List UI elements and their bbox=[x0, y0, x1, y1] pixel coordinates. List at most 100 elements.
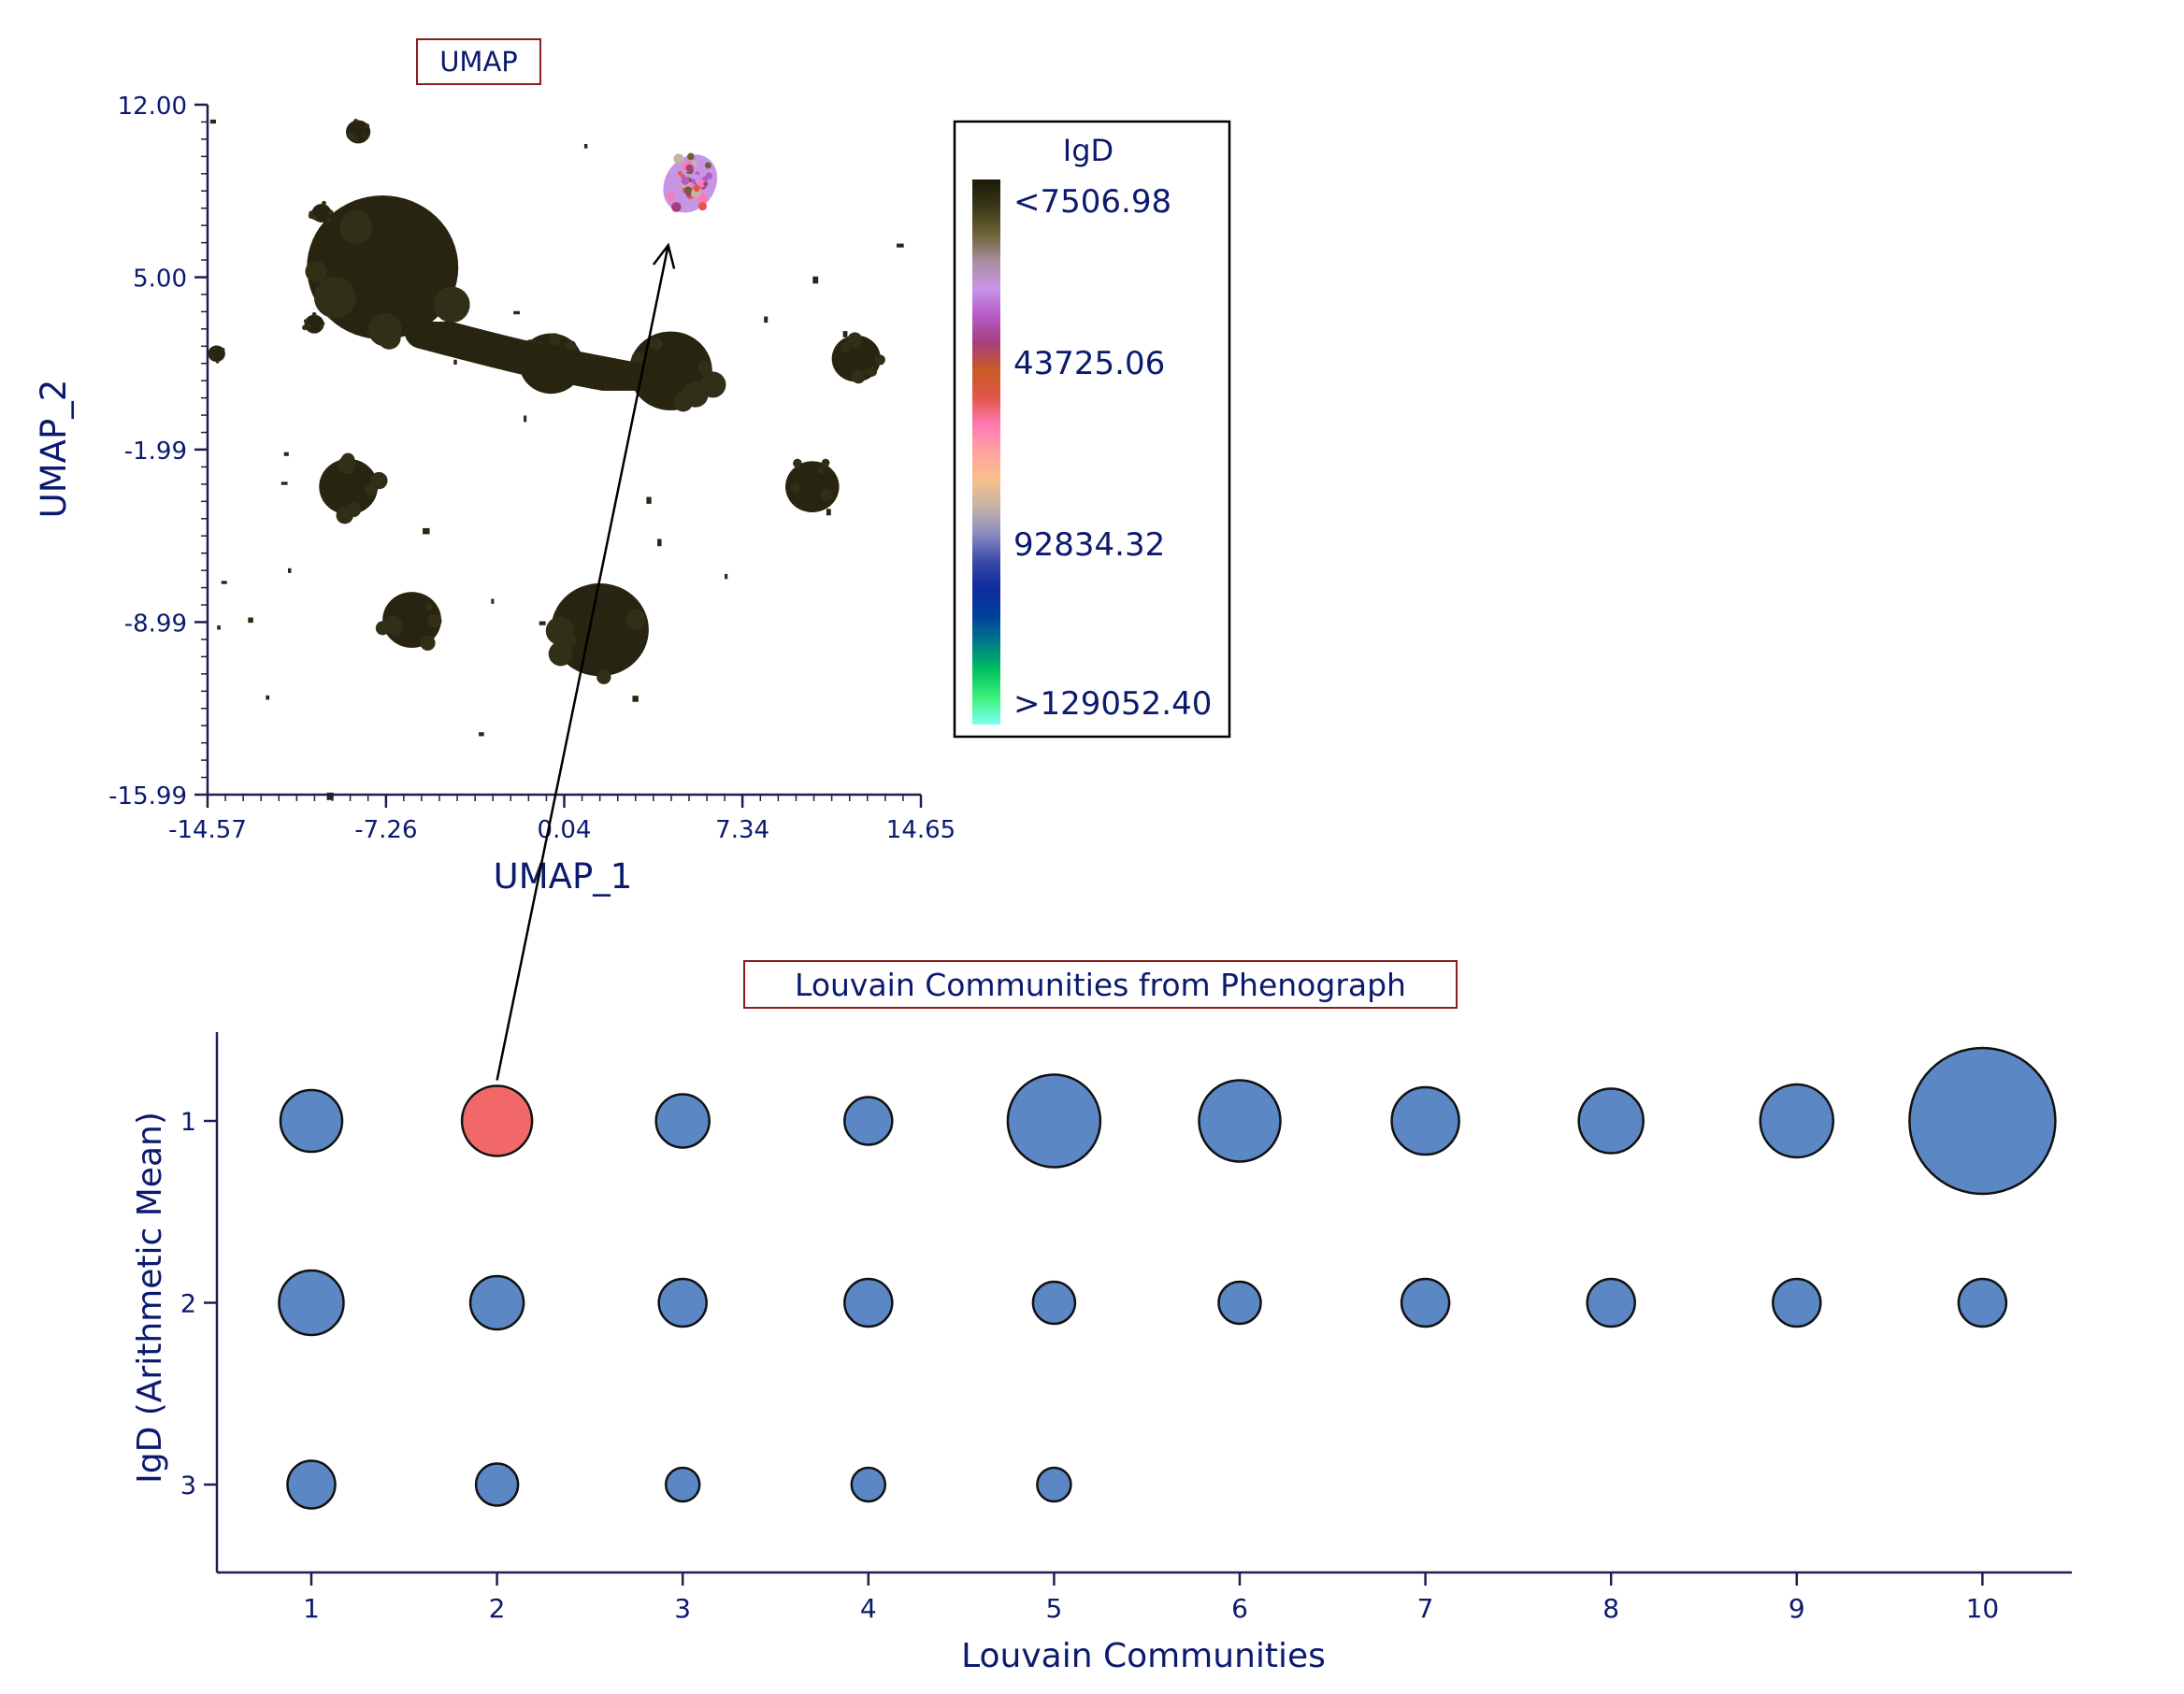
bubble bbox=[850, 1466, 887, 1503]
umap-speck bbox=[430, 231, 436, 237]
bubble-y-tick-label: 3 bbox=[180, 1471, 196, 1500]
umap-cluster-fringe bbox=[427, 613, 442, 628]
umap-igd-point bbox=[691, 160, 698, 167]
bubble-y-axis-label: IgD (Arithmetic Mean) bbox=[131, 1112, 169, 1484]
bubble bbox=[286, 1459, 337, 1510]
umap-cluster-layer bbox=[208, 118, 904, 800]
bubble-x-axis-label: Louvain Communities bbox=[961, 1637, 1326, 1675]
umap-cluster-fringe bbox=[319, 324, 324, 329]
umap-cluster-fringe bbox=[851, 369, 866, 384]
umap-cluster-fringe bbox=[327, 209, 334, 216]
umap-cluster-fringe bbox=[420, 635, 436, 651]
bubble bbox=[474, 1462, 520, 1507]
colorbar-label-2: 43725.06 bbox=[1013, 345, 1165, 382]
umap-cluster-fringe bbox=[353, 118, 358, 123]
bubble-title-box bbox=[743, 960, 1458, 1009]
umap-cluster-fringe bbox=[303, 319, 309, 323]
umap-cluster-fringe bbox=[311, 214, 318, 221]
bubble bbox=[1031, 1280, 1077, 1326]
umap-cluster-fringe bbox=[346, 501, 362, 518]
arrow-head bbox=[652, 242, 676, 269]
bubble-x-tick-label: 2 bbox=[489, 1593, 506, 1624]
bubble-plot: Louvain Communities from Phenograph 123 … bbox=[131, 960, 2072, 1675]
umap-cluster bbox=[628, 331, 726, 412]
umap-cluster-fringe bbox=[625, 609, 646, 630]
umap-cluster-fringe bbox=[209, 355, 215, 360]
bubble bbox=[664, 1466, 701, 1503]
umap-cluster bbox=[305, 195, 470, 350]
umap-cluster-fringe bbox=[840, 342, 851, 353]
bubble bbox=[1036, 1466, 1072, 1503]
umap-cluster-fringe bbox=[338, 456, 356, 475]
bubble bbox=[654, 1093, 711, 1149]
bubble bbox=[1586, 1277, 1636, 1328]
umap-speck bbox=[897, 243, 904, 248]
umap-cluster-fringe bbox=[384, 615, 401, 632]
umap-cluster-fringe bbox=[364, 123, 370, 129]
umap-cluster-fringe bbox=[553, 633, 570, 651]
bubble-x-tick-label: 7 bbox=[1417, 1593, 1434, 1624]
bubble bbox=[1577, 1087, 1645, 1155]
umap-cluster bbox=[346, 118, 371, 144]
bubble bbox=[468, 1274, 525, 1331]
umap-speck bbox=[328, 245, 335, 251]
umap-cluster-fringe bbox=[596, 669, 611, 684]
umap-cluster-igd-high bbox=[663, 152, 718, 213]
umap-y-ticks: 12.00 5.00 -1.99 -8.99 -15.99 bbox=[108, 93, 208, 811]
bubble-x-tick-label: 10 bbox=[1966, 1593, 2000, 1624]
umap-speck bbox=[583, 143, 588, 149]
umap-cluster-fringe bbox=[565, 340, 577, 352]
umap-speck bbox=[524, 415, 527, 423]
umap-speck bbox=[632, 696, 639, 702]
umap-title-box bbox=[416, 38, 541, 85]
umap-speck bbox=[287, 567, 292, 573]
umap-y-tick-label: -15.99 bbox=[108, 782, 187, 811]
umap-cluster-fringe bbox=[631, 351, 645, 365]
umap-igd-point bbox=[697, 194, 709, 205]
annotation-arrow bbox=[496, 242, 676, 1081]
umap-x-tick-label: -14.57 bbox=[168, 816, 247, 844]
umap-speck bbox=[217, 624, 221, 630]
umap-cluster-fringe bbox=[821, 458, 830, 467]
colorbar-title: IgD bbox=[1063, 133, 1114, 168]
umap-speck bbox=[266, 695, 270, 700]
umap-igd-point bbox=[697, 202, 707, 211]
bubble-layer bbox=[278, 1046, 2057, 1510]
umap-cluster-body bbox=[551, 582, 649, 677]
umap-speck bbox=[221, 581, 227, 584]
umap-y-tick-label: 12.00 bbox=[118, 93, 187, 121]
umap-x-tick-label: 7.34 bbox=[715, 816, 769, 844]
bubble bbox=[279, 1088, 344, 1154]
umap-cluster-fringe bbox=[223, 351, 225, 353]
umap-speck bbox=[248, 617, 253, 624]
umap-cluster bbox=[831, 332, 885, 384]
umap-plot: UMAP 12.00 5.00 -1.99 -8.99 -15.99 -14.57 -7.… bbox=[34, 38, 956, 897]
bubble-title: Louvain Communities from Phenograph bbox=[795, 967, 1406, 1003]
umap-y-tick-label: -1.99 bbox=[124, 438, 187, 466]
umap-speck bbox=[646, 496, 652, 504]
umap-cluster-fringe bbox=[363, 134, 367, 138]
bubble-y-tick-label: 1 bbox=[180, 1108, 196, 1137]
bubble-x-tick-label: 3 bbox=[674, 1593, 691, 1624]
umap-igd-point bbox=[687, 152, 695, 161]
umap-speck bbox=[491, 598, 495, 604]
umap-igd-point bbox=[667, 193, 675, 201]
umap-cluster-fringe bbox=[326, 217, 332, 223]
colorbar-label-3: 92834.32 bbox=[1013, 526, 1165, 564]
umap-cluster-fringe bbox=[697, 361, 712, 375]
umap-igd-point bbox=[678, 171, 682, 176]
umap-speck bbox=[725, 573, 728, 580]
umap-cluster-fringe bbox=[212, 347, 216, 351]
umap-cluster bbox=[375, 592, 442, 651]
umap-cluster-fringe bbox=[548, 333, 561, 346]
umap-speck bbox=[479, 732, 484, 737]
bubble-y-ticks: 1 2 3 bbox=[180, 1108, 217, 1500]
umap-cluster-bridge bbox=[404, 314, 659, 398]
umap-igd-point bbox=[685, 164, 694, 172]
umap-speck bbox=[283, 452, 289, 456]
umap-cluster-fringe bbox=[322, 200, 326, 206]
bubble-x-tick-label: 6 bbox=[1231, 1593, 1248, 1624]
bubble bbox=[1006, 1073, 1102, 1169]
umap-x-tick-label: -7.26 bbox=[354, 816, 417, 844]
